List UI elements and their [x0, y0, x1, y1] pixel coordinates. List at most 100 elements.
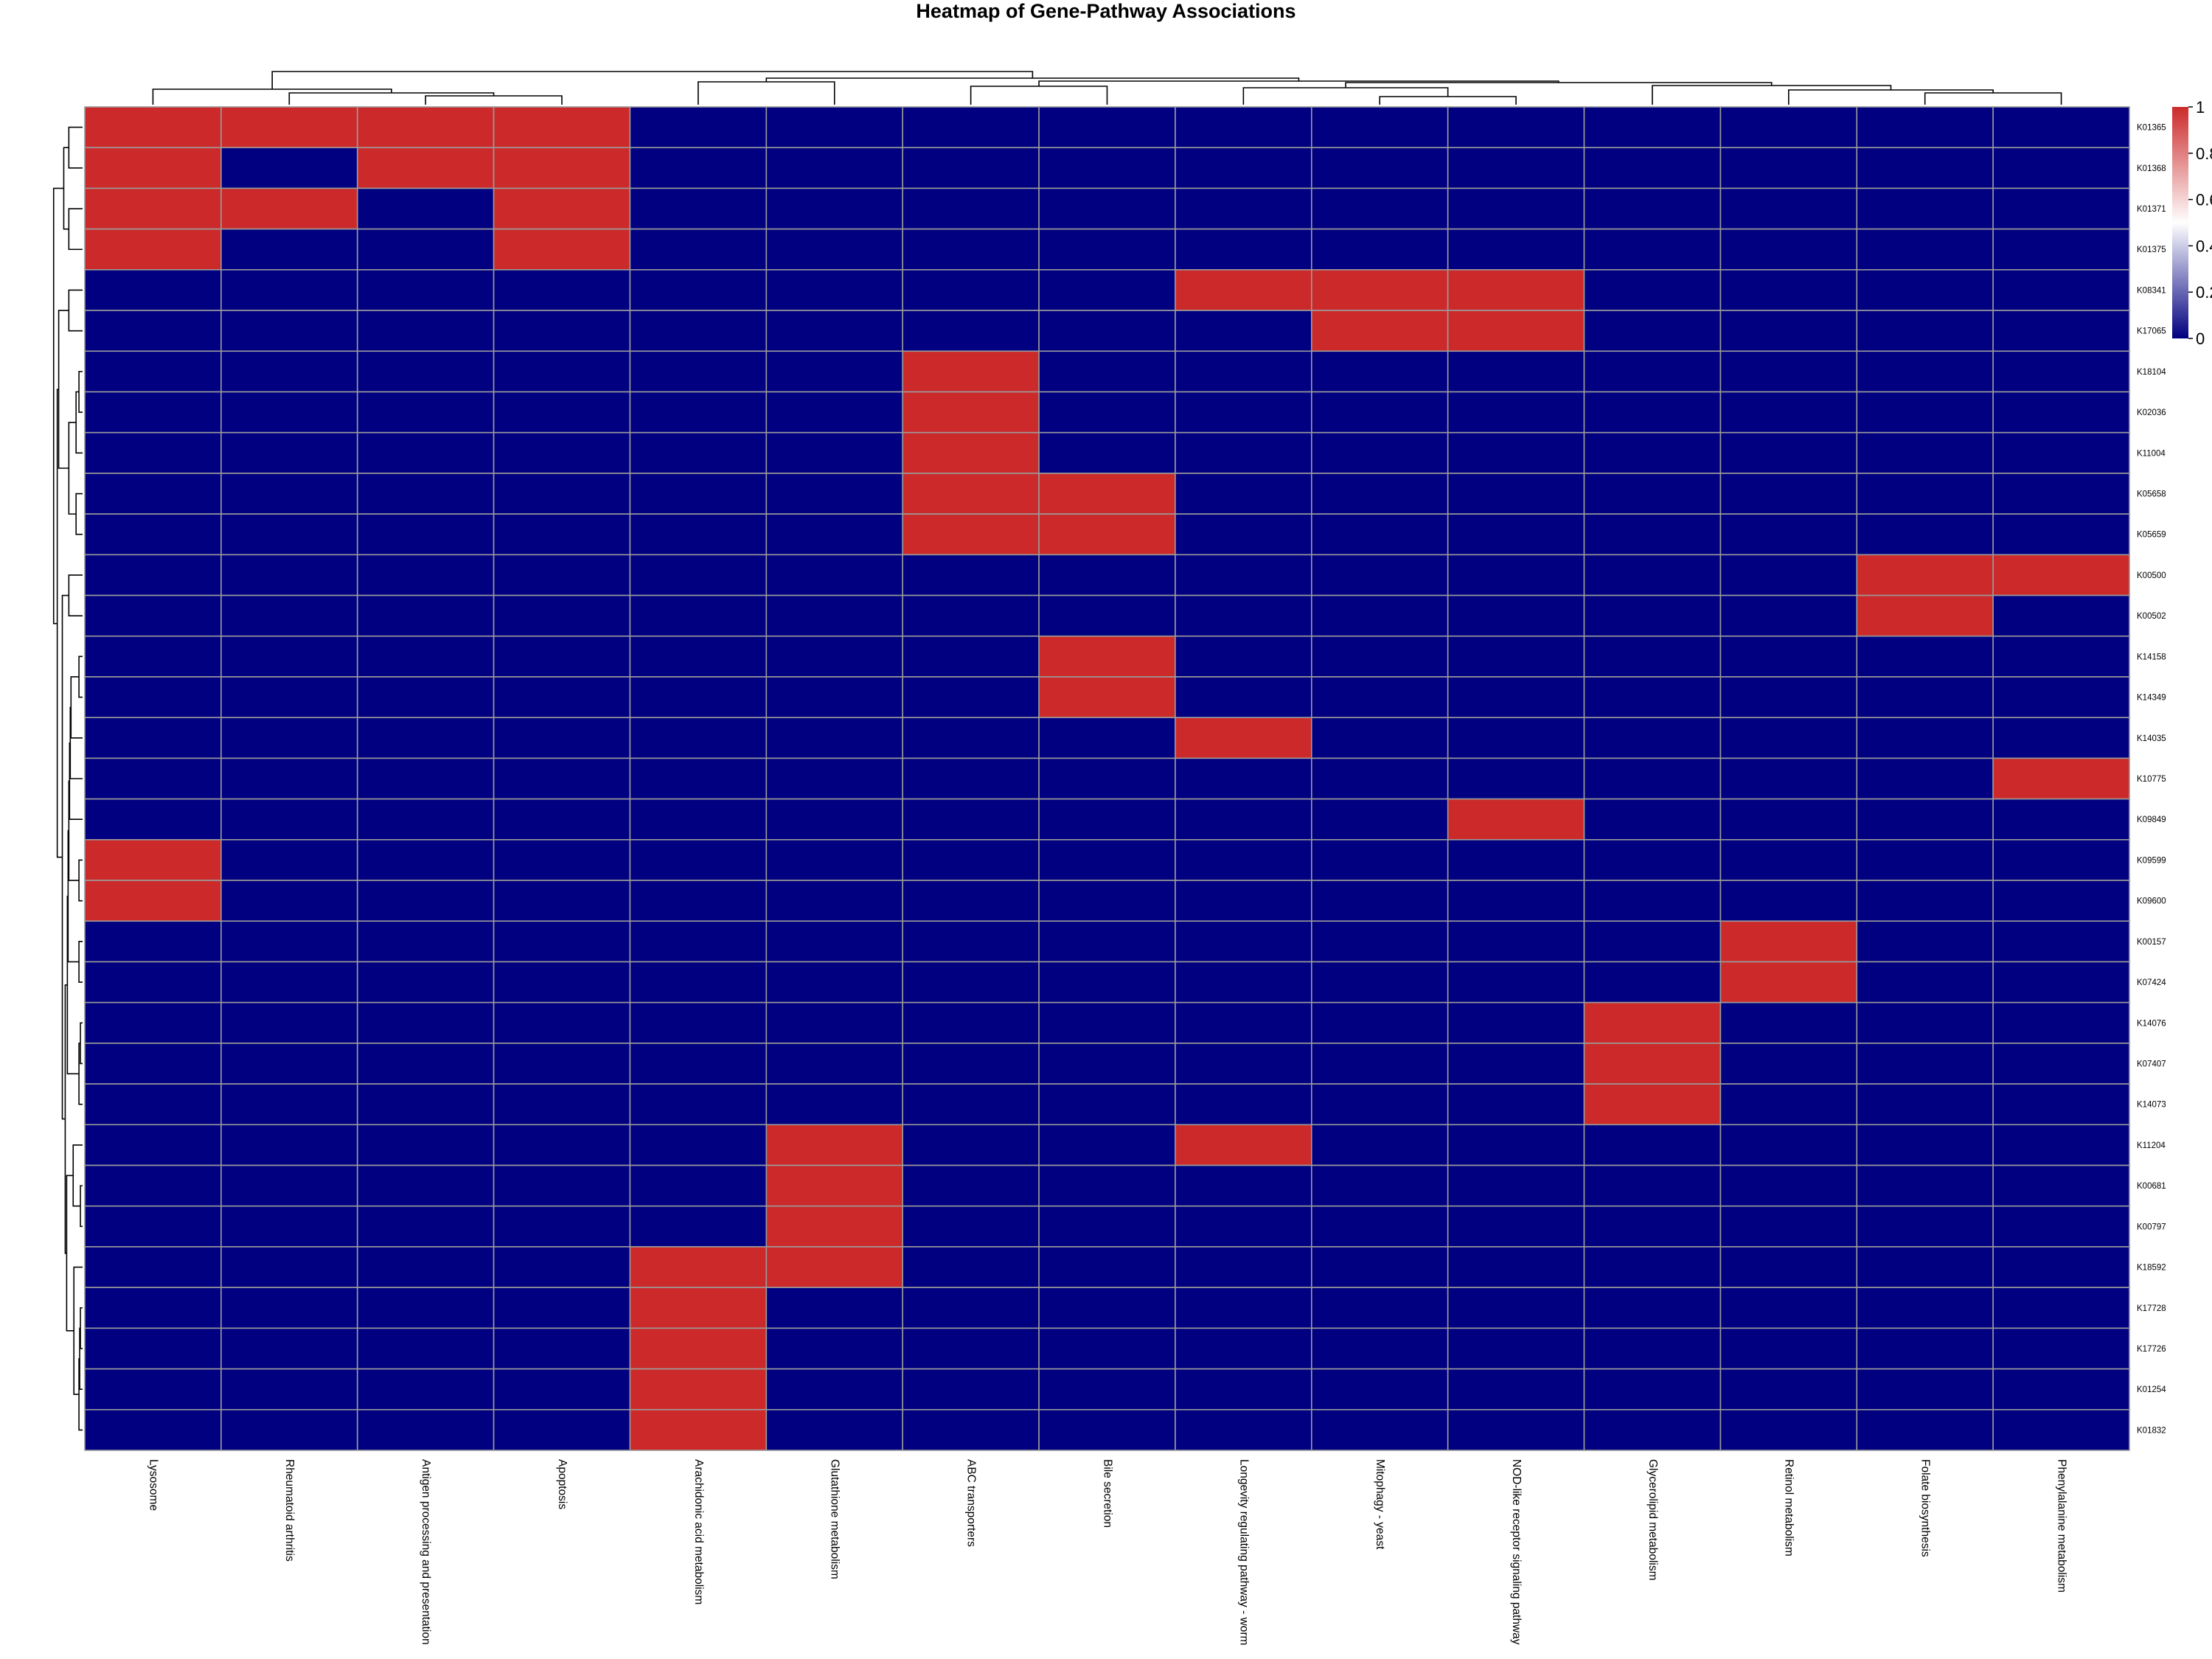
heatmap-cell: [1583, 839, 1722, 881]
row-label: K11204: [2137, 1141, 2166, 1150]
dendrogram-branch: [67, 830, 80, 963]
heatmap-cell: [765, 1124, 903, 1166]
heatmap-cell: [1447, 1043, 1585, 1085]
heatmap-cell: [1583, 961, 1722, 1004]
heatmap-cell: [220, 798, 358, 841]
heatmap-cell: [493, 187, 631, 230]
heatmap-cell: [356, 961, 495, 1004]
heatmap-cell: [356, 431, 495, 474]
heatmap-cell: [765, 1043, 903, 1085]
heatmap-cell: [902, 1287, 1040, 1329]
heatmap-cell: [1447, 920, 1585, 963]
heatmap-cell: [1856, 961, 1994, 1004]
heatmap-cell: [1311, 1327, 1449, 1370]
heatmap-cell: [356, 147, 495, 189]
heatmap-cell: [1175, 391, 1312, 434]
heatmap-cell: [902, 1327, 1040, 1370]
dendrogram-branch: [78, 859, 83, 902]
heatmap-cell: [1175, 187, 1312, 230]
heatmap-cell: [629, 350, 768, 393]
heatmap-cells: [84, 106, 2130, 1451]
heatmap-cell: [1992, 1043, 2130, 1085]
heatmap-cell: [220, 350, 358, 393]
heatmap-cell: [1175, 635, 1312, 678]
heatmap-cell: [1719, 1205, 1858, 1248]
heatmap-cell: [356, 1124, 495, 1166]
heatmap-cell: [629, 798, 768, 841]
heatmap-cell: [1856, 391, 1994, 434]
heatmap-cell: [1719, 473, 1858, 515]
heatmap-cell: [220, 1408, 358, 1451]
heatmap-cell: [1583, 1327, 1722, 1370]
heatmap-cell: [1583, 1246, 1722, 1288]
heatmap-cell: [629, 513, 768, 556]
heatmap-cell: [765, 187, 903, 230]
heatmap-cell: [84, 1287, 222, 1329]
heatmap-cell: [1583, 1287, 1722, 1329]
heatmap-cell: [84, 1368, 222, 1411]
heatmap-cell: [1583, 635, 1722, 678]
heatmap-cell: [493, 798, 631, 841]
heatmap-cell: [1447, 187, 1585, 230]
heatmap-cell: [1856, 1246, 1994, 1288]
heatmap-cell: [1447, 147, 1585, 189]
heatmap-cell: [356, 310, 495, 352]
heatmap-cell: [84, 473, 222, 515]
heatmap-cell: [902, 961, 1040, 1004]
legend-tick-label: 0.6: [2196, 191, 2212, 209]
column-label: NOD-like receptor signaling pathway: [1510, 1459, 1523, 1645]
heatmap-cell: [1175, 961, 1312, 1004]
heatmap-cell: [1856, 106, 1994, 149]
heatmap-cell: [1447, 473, 1585, 515]
heatmap-cell: [493, 1083, 631, 1126]
heatmap-cell: [1992, 880, 2130, 922]
heatmap-cell: [1583, 798, 1722, 841]
heatmap-cell: [1992, 310, 2130, 352]
heatmap-cell: [1447, 1001, 1585, 1044]
heatmap-cell: [220, 310, 358, 352]
heatmap-cell: [1583, 1124, 1722, 1166]
heatmap-cell: [1447, 1205, 1585, 1248]
heatmap-cell: [902, 473, 1040, 515]
heatmap-cell: [1583, 920, 1722, 963]
heatmap-cell: [493, 554, 631, 597]
dendrogram-branch: [63, 147, 69, 230]
heatmap-cell: [1583, 1083, 1722, 1126]
heatmap-cell: [1583, 391, 1722, 434]
heatmap-cell: [1992, 839, 2130, 881]
dendrogram-branch: [68, 574, 83, 616]
heatmap-cell: [902, 431, 1040, 474]
heatmap-cell: [902, 757, 1040, 800]
heatmap-cell: [1856, 880, 1994, 922]
heatmap-cell: [220, 391, 358, 434]
heatmap-cell: [1175, 473, 1312, 515]
heatmap-cell: [1447, 1327, 1585, 1370]
heatmap-cell: [1992, 228, 2130, 271]
heatmap-cell: [902, 513, 1040, 556]
row-label: K05659: [2137, 531, 2166, 540]
heatmap-cell: [493, 839, 631, 881]
heatmap-cell: [1038, 1043, 1176, 1085]
heatmap-cell: [1856, 839, 1994, 881]
heatmap-cell: [1447, 839, 1585, 881]
heatmap-cell: [493, 1124, 631, 1166]
heatmap-cell: [1719, 1043, 1858, 1085]
heatmap-cell: [1583, 473, 1722, 515]
heatmap-cell: [493, 1368, 631, 1411]
heatmap-cell: [1583, 106, 1722, 149]
heatmap-cell: [629, 310, 768, 352]
legend-tick-label: 1: [2196, 98, 2205, 116]
heatmap-cell: [765, 554, 903, 597]
heatmap-cell: [220, 920, 358, 963]
heatmap-cell: [356, 594, 495, 637]
heatmap-cell: [629, 757, 768, 800]
heatmap-cell: [1856, 147, 1994, 189]
heatmap-cell: [1311, 187, 1449, 230]
heatmap-cell: [220, 228, 358, 271]
heatmap-cell: [1311, 147, 1449, 189]
column-label: Bile secretion: [1101, 1459, 1113, 1528]
row-label: K02036: [2137, 408, 2166, 417]
heatmap-cell: [629, 1083, 768, 1126]
heatmap-cell: [356, 350, 495, 393]
heatmap-cell: [84, 1246, 222, 1288]
